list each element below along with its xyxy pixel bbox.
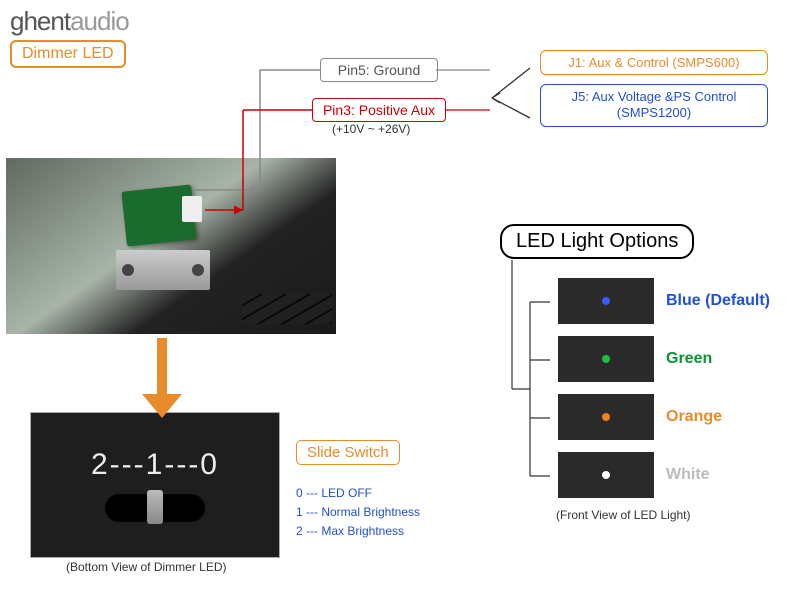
mounting-bracket — [116, 250, 210, 290]
legend-row-1: 1 --- Normal Brightness — [296, 503, 420, 522]
led-brace — [512, 260, 550, 476]
pcb-photo — [6, 158, 336, 334]
pin5-label: Pin5: Ground — [320, 58, 438, 82]
wire-bracket-arrow — [492, 93, 500, 103]
led-dot-white — [602, 471, 610, 479]
slide-switch-legend: 0 --- LED OFF 1 --- Normal Brightness 2 … — [296, 484, 420, 542]
led-label-orange: Orange — [666, 408, 722, 426]
bottom-view-caption: (Bottom View of Dimmer LED) — [66, 560, 226, 574]
front-view-caption: (Front View of LED Light) — [556, 508, 691, 522]
led-label-green: Green — [666, 350, 712, 368]
legend-row-2: 2 --- Max Brightness — [296, 522, 420, 541]
slide-switch-slot — [105, 494, 205, 522]
brand-logo: ghentaudio — [10, 6, 129, 37]
connector-j1: J1: Aux & Control (SMPS600) — [540, 50, 768, 75]
pin3-voltage-note: (+10V ~ +26V) — [332, 122, 410, 136]
wire-bracket — [492, 68, 530, 118]
slide-switch-title: Slide Switch — [296, 440, 400, 465]
connector-j5: J5: Aux Voltage &PS Control (SMPS1200) — [540, 84, 768, 127]
chassis-slots — [242, 294, 332, 324]
switch-scale: 2---1---0 — [91, 448, 219, 482]
led-options-title: LED Light Options — [500, 224, 694, 259]
led-swatch-orange — [558, 394, 654, 440]
slide-switch-knob — [147, 490, 163, 524]
led-dot-orange — [602, 413, 610, 421]
diagram-title: Dimmer LED — [10, 40, 126, 68]
pcb-connector — [182, 196, 202, 222]
pin3-label: Pin3: Positive Aux — [312, 98, 446, 122]
led-swatch-blue — [558, 278, 654, 324]
led-swatch-white — [558, 452, 654, 498]
led-swatch-green — [558, 336, 654, 382]
led-label-blue: Blue (Default) — [666, 292, 770, 310]
led-label-white: White — [666, 466, 710, 484]
legend-row-0: 0 --- LED OFF — [296, 484, 420, 503]
led-dot-blue — [602, 297, 610, 305]
logo-part2: audio — [70, 6, 129, 36]
bottom-view-photo: 2---1---0 — [30, 412, 280, 558]
logo-part1: ghent — [10, 6, 70, 36]
led-dot-green — [602, 355, 610, 363]
